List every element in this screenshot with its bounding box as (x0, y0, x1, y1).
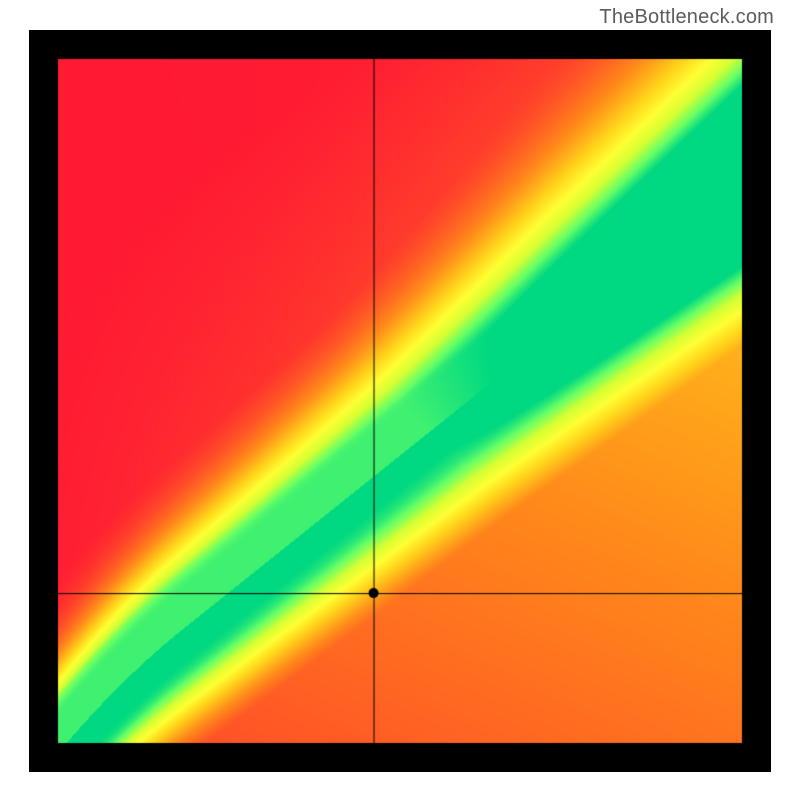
bottleneck-heatmap (29, 30, 771, 772)
watermark-label: TheBottleneck.com (599, 6, 774, 29)
chart-container: TheBottleneck.com (0, 0, 800, 800)
